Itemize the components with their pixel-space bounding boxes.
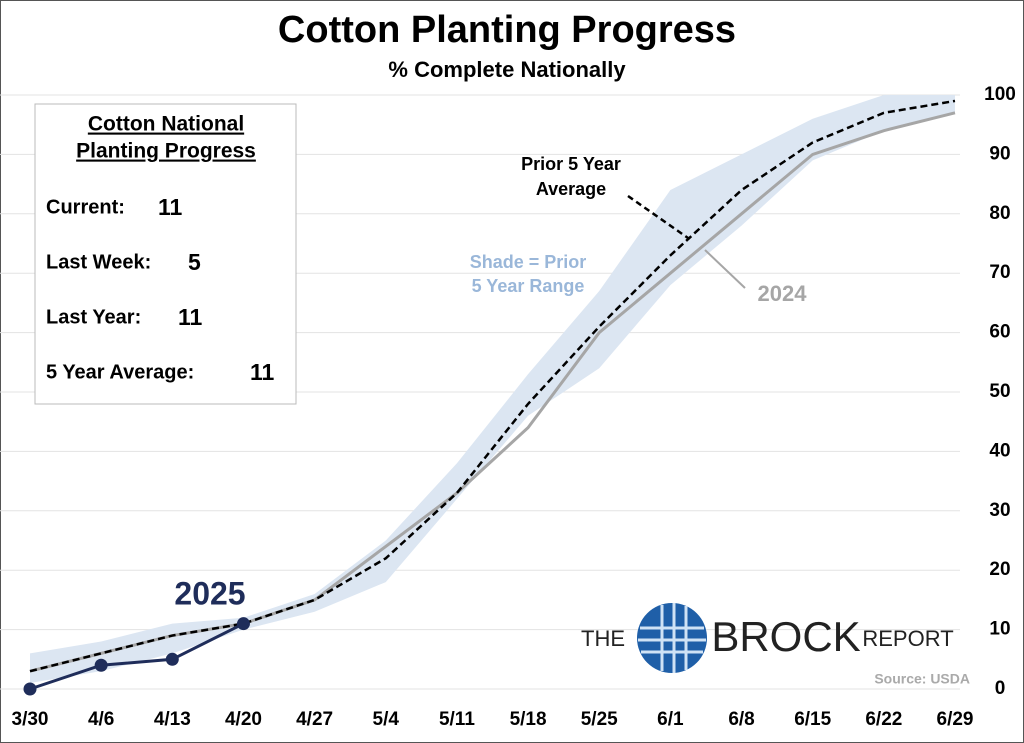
range-label: 5 Year Range — [472, 276, 585, 296]
x-tick-label: 4/13 — [154, 709, 191, 730]
info-value: 11 — [158, 194, 183, 220]
x-tick-label: 6/1 — [657, 709, 684, 730]
x-tick-label: 4/6 — [88, 709, 114, 730]
y-tick-label: 0 — [995, 678, 1006, 699]
series-point — [236, 617, 250, 631]
info-value: 11 — [250, 359, 275, 385]
info-label: 5 Year Average: — [46, 361, 194, 383]
info-title: Cotton National — [88, 113, 244, 136]
chart-title: Cotton Planting Progress — [278, 9, 736, 51]
info-title: Planting Progress — [76, 140, 256, 163]
y-tick-label: 90 — [989, 143, 1010, 164]
y-tick-label: 70 — [989, 262, 1010, 283]
average-pointer — [627, 194, 689, 240]
y-tick-label: 20 — [989, 559, 1010, 580]
info-value: 5 — [188, 249, 201, 275]
x-tick-label: 6/15 — [794, 709, 831, 730]
y-tick-label: 100 — [984, 84, 1016, 105]
chart-subtitle: % Complete Nationally — [388, 57, 626, 82]
y-tick-label: 50 — [989, 381, 1010, 402]
series-point — [94, 658, 108, 672]
logo-text: REPORT — [862, 626, 953, 651]
x-tick-label: 5/11 — [439, 709, 475, 730]
logo-grid — [638, 603, 706, 673]
series-label: 2024 — [758, 281, 808, 306]
info-label: Last Year: — [46, 306, 141, 328]
x-tick-label: 3/30 — [12, 709, 49, 730]
y-tick-label: 60 — [989, 322, 1010, 343]
logo-text: BROCK — [711, 613, 860, 660]
logo-text: THE — [581, 626, 625, 651]
series-point — [23, 682, 37, 696]
y-tick-label: 80 — [989, 203, 1010, 224]
y-tick-label: 10 — [989, 619, 1010, 640]
y-tick-label: 40 — [989, 440, 1010, 461]
series-line — [29, 622, 245, 691]
y-tick-label: 30 — [989, 500, 1010, 521]
average-label: Prior 5 Year — [521, 154, 621, 174]
average-label: Average — [536, 179, 606, 199]
x-tick-label: 6/29 — [937, 709, 974, 730]
info-label: Last Week: — [46, 251, 151, 273]
info-box — [34, 103, 297, 405]
x-tick-label: 6/22 — [865, 709, 902, 730]
info-value: 11 — [178, 304, 203, 330]
x-tick-label: 5/4 — [373, 709, 400, 730]
logo-globe — [637, 603, 707, 673]
series-point — [165, 652, 179, 666]
x-tick-label: 5/25 — [581, 709, 618, 730]
x-tick-label: 6/8 — [728, 709, 754, 730]
x-tick-label: 4/27 — [296, 709, 333, 730]
series-pointer — [704, 249, 746, 289]
series-label: 2025 — [174, 575, 245, 611]
x-tick-label: 5/18 — [510, 709, 547, 730]
range-label: Shade = Prior — [470, 252, 587, 272]
info-label: Current: — [46, 196, 125, 218]
average-line — [29, 99, 956, 673]
x-tick-label: 4/20 — [225, 709, 262, 730]
source: Source: USDA — [874, 671, 970, 687]
